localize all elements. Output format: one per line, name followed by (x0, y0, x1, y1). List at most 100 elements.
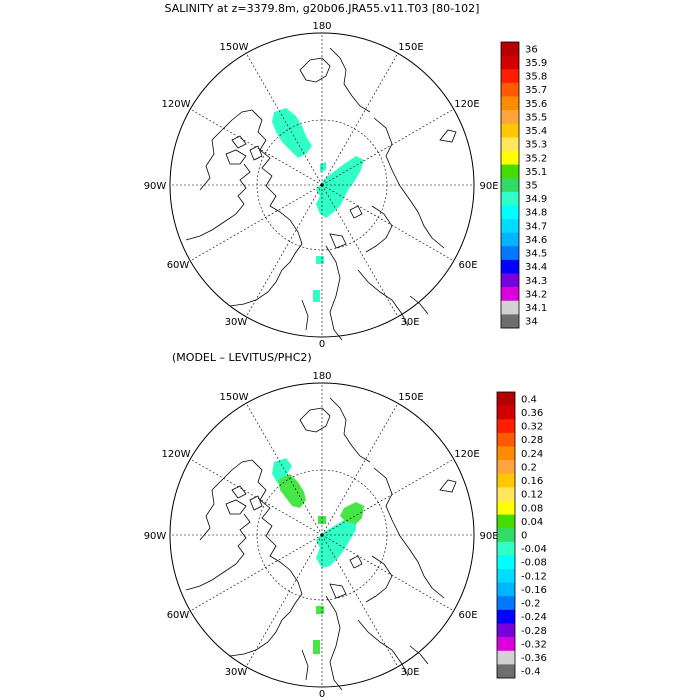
colorbar-label: 35.1 (525, 167, 547, 178)
bottom-lon-label-150w: 150W (220, 392, 249, 403)
colorbar-label: 0 (521, 531, 527, 542)
colorbar-swatch (497, 596, 515, 611)
colorbar-swatch (501, 219, 519, 233)
bottom-lon-label-30e: 30E (400, 667, 419, 678)
colorbar-swatch (501, 96, 519, 111)
top-map-boundary (169, 32, 475, 338)
colorbar-swatch (501, 232, 519, 247)
colorbar-label: -0.04 (521, 544, 547, 555)
bottom-lon-label-90w: 90W (144, 531, 167, 542)
top-lon-label-30e: 30E (400, 317, 419, 328)
colorbar-label: 35.7 (525, 85, 547, 96)
colorbar-label: 34.4 (525, 262, 547, 273)
colorbar-swatch (497, 432, 515, 447)
colorbar-label: 34.8 (525, 208, 547, 219)
colorbar-label: 0.32 (521, 422, 543, 433)
top-title: SALINITY at z=3379.8m, g20b06.JRA55.v11.… (165, 2, 480, 15)
bottom-diff-patch-eurasian-green (340, 502, 364, 524)
top-colorbar: 36 35.9 35.8 35.7 35.6 35.5 35.4 35.3 35.2 35.1 35… (500, 41, 547, 329)
colorbar-label: 0.04 (521, 517, 543, 528)
top-polar-map: 180 150W 150E 120W 120E 90W 90E 60W 60E … (144, 21, 499, 350)
top-lon-label-120e: 120E (454, 99, 479, 110)
colorbar-swatch (497, 528, 515, 543)
top-lon-label-120w: 120W (162, 99, 191, 110)
colorbar-label: -0.08 (521, 558, 547, 569)
colorbar-label: 35 (525, 181, 538, 192)
colorbar-swatch (501, 42, 519, 56)
top-lon-label-150w: 150W (220, 42, 249, 53)
colorbar-label: -0.36 (521, 653, 547, 664)
colorbar-swatch (501, 191, 519, 206)
bottom-lon-label-180: 180 (312, 371, 331, 382)
colorbar-label: 34.7 (525, 221, 547, 232)
colorbar-swatch (501, 164, 519, 179)
colorbar-label: -0.12 (521, 571, 547, 582)
colorbar-swatch (501, 314, 519, 329)
colorbar-label: 35.8 (525, 72, 547, 83)
colorbar-swatch (497, 569, 515, 583)
colorbar-label: -0.16 (521, 585, 547, 596)
colorbar-swatch (497, 623, 515, 638)
colorbar-frame (496, 391, 516, 679)
colorbar-label: 36 (525, 44, 538, 55)
colorbar-label: 34.5 (525, 249, 547, 260)
top-lon-label-180: 180 (312, 21, 331, 32)
bottom-lon-label-60e: 60E (458, 610, 477, 621)
colorbar-label: -0.24 (521, 612, 547, 623)
colorbar-label: 35.9 (525, 58, 547, 69)
colorbar-label: 35.3 (525, 140, 547, 151)
top-lon-label-0: 0 (319, 339, 325, 350)
colorbar-label: 0.4 (521, 394, 537, 405)
colorbar-swatch (501, 55, 519, 70)
bottom-polar-map: 180 150W 150E 120W 120E 90W 90E 60W 60E … (144, 371, 499, 700)
colorbar-label: -0.2 (521, 599, 541, 610)
colorbar-swatch (497, 405, 515, 420)
bottom-diff-patch-small2 (316, 606, 324, 614)
colorbar-swatch (497, 419, 515, 434)
colorbar-label: 34.3 (525, 276, 547, 287)
colorbar-swatch (497, 392, 515, 406)
bottom-coastlines (185, 397, 457, 691)
colorbar-swatch (501, 287, 519, 302)
top-lon-label-150e: 150E (398, 42, 423, 53)
bottom-diff-patch-small-cross (318, 516, 326, 524)
colorbar-swatch (497, 582, 515, 597)
colorbar-label: 34.1 (525, 303, 547, 314)
bottom-diff-patch-canada-cyan (272, 458, 292, 484)
colorbar-label: 34.2 (525, 289, 547, 300)
colorbar-label: 0.08 (521, 503, 543, 514)
bottom-lon-label-150e: 150E (398, 392, 423, 403)
colorbar-swatch (501, 137, 519, 152)
colorbar-swatch (497, 555, 515, 570)
colorbar-label: 0.16 (521, 476, 543, 487)
colorbar-frame (500, 41, 520, 329)
top-lon-label-90e: 90E (479, 181, 498, 192)
colorbar-swatch (497, 487, 515, 502)
colorbar-swatch (497, 446, 515, 461)
top-lon-label-30w: 30W (225, 317, 248, 328)
bottom-lon-label-30w: 30W (225, 667, 248, 678)
colorbar-swatch (501, 123, 519, 138)
bottom-panel: (MODEL – LEVITUS/PHC2) (144, 351, 547, 700)
top-salinity-patch-small1 (320, 162, 326, 172)
colorbar-swatch (497, 500, 515, 515)
top-lon-label-60w: 60W (167, 260, 190, 271)
colorbar-swatch (501, 110, 519, 125)
colorbar-label: -0.4 (521, 667, 541, 678)
bottom-graticule (170, 383, 474, 687)
top-panel: SALINITY at z=3379.8m, g20b06.JRA55.v11.… (144, 2, 548, 350)
colorbar-swatch (501, 150, 519, 165)
colorbar-label: 34 (525, 317, 538, 328)
bottom-colorbar: 0.4 0.36 0.32 0.28 0.24 0.2 0.16 0.12 0.08 0.04 0 -… (496, 391, 547, 679)
colorbar-label: -0.32 (521, 639, 547, 650)
colorbar-swatch (497, 650, 515, 665)
top-lon-label-90w: 90W (144, 181, 167, 192)
colorbar-swatch (497, 541, 515, 556)
colorbar-label: 34.9 (525, 194, 547, 205)
colorbar-swatch (501, 82, 519, 97)
bottom-map-boundary (169, 382, 475, 688)
top-coastlines (185, 47, 457, 341)
top-graticule (170, 33, 474, 337)
colorbar-swatch (497, 609, 515, 624)
